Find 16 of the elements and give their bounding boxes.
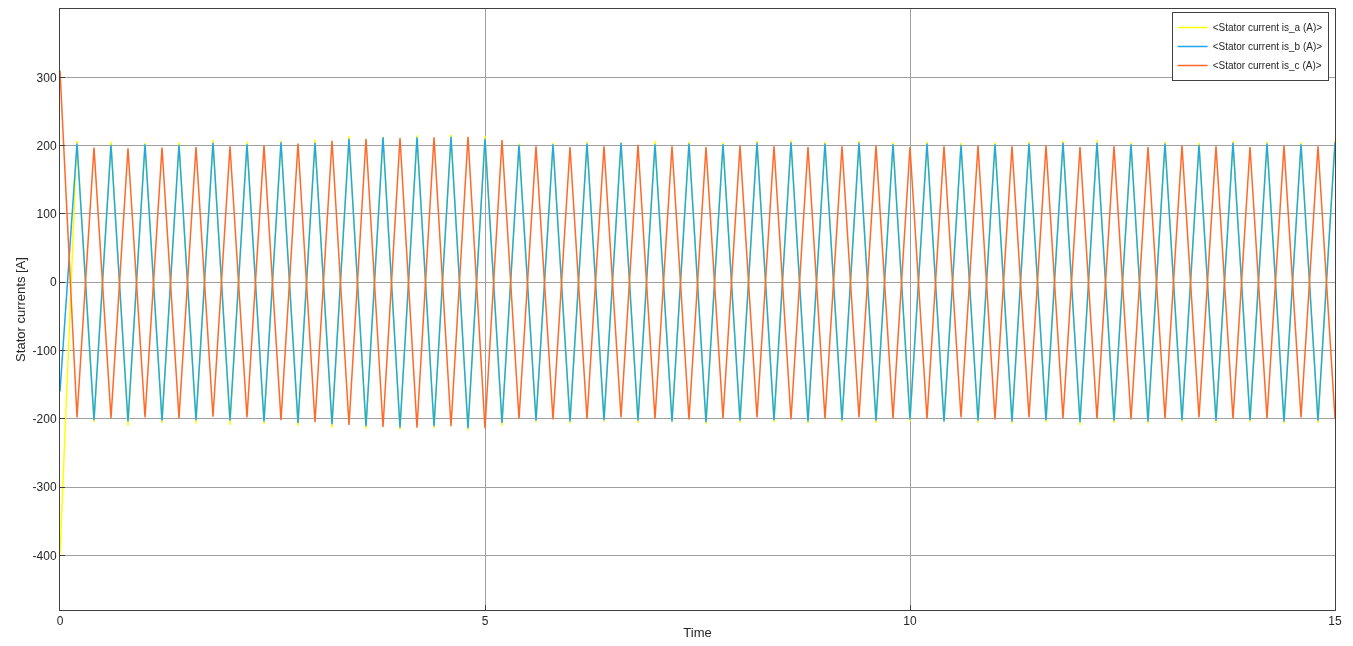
y-tick-label: -400	[32, 548, 57, 563]
x-axis-title: Time	[683, 625, 712, 640]
x-tick-label: 10	[903, 614, 917, 629]
x-tick-label: 15	[1328, 614, 1342, 629]
y-axis-title: Stator currents [A]	[12, 257, 28, 362]
y-tick-label: -200	[32, 411, 57, 426]
legend-label: <Stator current is_a (A)>	[1212, 22, 1323, 34]
y-tick-label: -300	[32, 480, 57, 495]
legend-label: <Stator current is_c (A)>	[1212, 60, 1322, 72]
y-tick-label: 100	[36, 207, 57, 222]
y-tick-label: 200	[36, 138, 57, 153]
y-tick-label: 300	[36, 70, 57, 85]
y-tick-label: -100	[32, 343, 57, 358]
y-tick-label: 0	[49, 275, 57, 290]
legend-label: <Stator current is_b (A)>	[1212, 41, 1323, 53]
x-tick-label: 5	[481, 614, 489, 629]
